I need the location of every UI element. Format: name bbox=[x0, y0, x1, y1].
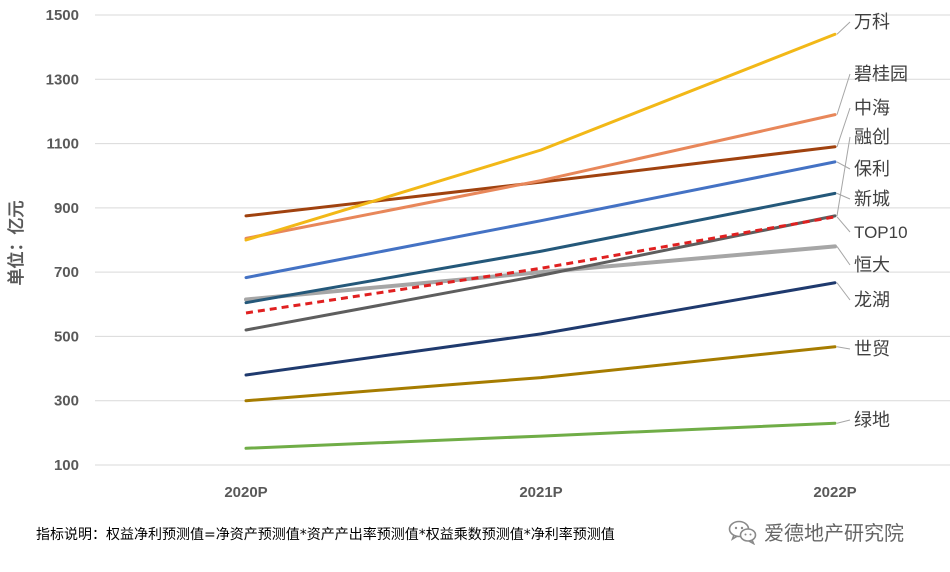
label-leader bbox=[836, 161, 851, 170]
series-label: 龙湖 bbox=[854, 290, 890, 311]
y-tick-label: 500 bbox=[54, 328, 79, 345]
y-axis-label: 单位：亿元 bbox=[6, 201, 27, 286]
y-tick-label: 700 bbox=[54, 264, 79, 281]
series-line bbox=[244, 113, 837, 240]
series-line bbox=[244, 345, 837, 403]
label-leader bbox=[836, 246, 851, 266]
series-line bbox=[244, 244, 837, 302]
series-line bbox=[244, 191, 837, 305]
y-tick-label: 1500 bbox=[46, 7, 79, 24]
gridlines bbox=[95, 14, 950, 466]
label-leader bbox=[836, 216, 851, 233]
label-leader bbox=[836, 192, 851, 200]
series-label: 世贸 bbox=[854, 339, 890, 360]
x-tick-label: 2020P bbox=[224, 484, 267, 501]
x-axis-ticks: 2020P 2021P 2022P bbox=[224, 484, 856, 501]
series-line bbox=[244, 32, 837, 242]
y-axis-ticks: 100 300 500 700 900 1100 1300 1500 bbox=[46, 7, 79, 474]
label-leader bbox=[836, 136, 851, 216]
series-line bbox=[244, 145, 837, 218]
label-leader bbox=[836, 346, 851, 350]
series-label: 绿地 bbox=[854, 410, 890, 431]
y-tick-label: 1300 bbox=[46, 71, 79, 88]
brand-name: 爱德地产研究院 bbox=[764, 521, 904, 545]
label-leader bbox=[836, 107, 851, 147]
label-leader bbox=[836, 73, 851, 115]
series-line bbox=[245, 215, 836, 315]
brand: 爱德地产研究院 bbox=[728, 517, 904, 546]
label-leader-lines bbox=[836, 21, 851, 424]
series-label: 新城 bbox=[854, 189, 890, 210]
series-label: 恒大 bbox=[854, 255, 890, 276]
label-leader bbox=[836, 21, 851, 35]
series-label: TOP10 bbox=[854, 223, 908, 242]
wechat-icon bbox=[728, 520, 757, 545]
label-leader bbox=[836, 282, 851, 301]
series-line bbox=[244, 281, 837, 377]
x-tick-label: 2022P bbox=[813, 484, 856, 501]
series-label: 融创 bbox=[854, 127, 890, 148]
series-label: 万科 bbox=[854, 12, 890, 33]
y-tick-label: 100 bbox=[54, 457, 79, 474]
x-tick-label: 2021P bbox=[519, 484, 562, 501]
y-tick-label: 300 bbox=[54, 393, 79, 410]
series-lines bbox=[244, 32, 837, 450]
label-leader bbox=[836, 419, 851, 424]
y-tick-label: 900 bbox=[54, 200, 79, 217]
y-tick-label: 1100 bbox=[46, 136, 79, 153]
series-label: 碧桂园 bbox=[854, 64, 908, 85]
series-label: 保利 bbox=[854, 159, 890, 180]
footnote: 指标说明：权益净利预测值=净资产预测值*资产产出率预测值*权益乘数预测值*净利率… bbox=[36, 527, 615, 543]
series-line bbox=[244, 214, 837, 332]
series-line bbox=[244, 160, 837, 280]
series-line bbox=[244, 421, 837, 450]
series-label: 中海 bbox=[854, 98, 890, 119]
